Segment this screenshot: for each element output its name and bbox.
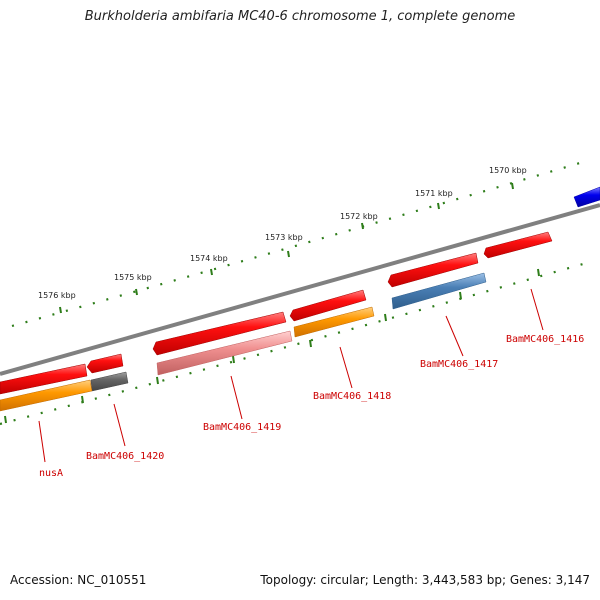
gene-block-blue[interactable] (573, 186, 600, 208)
scale-label: 1576 kbp (38, 291, 76, 300)
major-tick (309, 339, 312, 348)
scale-label: 1575 kbp (114, 273, 152, 282)
gene-bar-1420[interactable] (90, 371, 129, 392)
inner-scale-ring (0, 260, 591, 426)
major-tick (437, 202, 440, 210)
major-tick (135, 288, 138, 296)
major-tick (361, 222, 364, 230)
major-tick (511, 182, 514, 190)
major-tick (287, 250, 290, 258)
major-tick (210, 268, 213, 276)
cds-arrow-1420[interactable] (86, 353, 124, 374)
gene-label: nusA (39, 468, 63, 479)
major-tick (59, 306, 62, 314)
inner-major-ticks (4, 268, 540, 424)
scale-label: 1570 kbp (489, 166, 527, 175)
cds-arrow-1416[interactable] (483, 231, 553, 259)
genome-summary-text: Topology: circular; Length: 3,443,583 bp… (260, 573, 590, 587)
gene-label: BamMC406_1418 (313, 391, 391, 402)
gene-label: BamMC406_1420 (86, 451, 164, 462)
gene-bar-1418[interactable] (293, 306, 375, 338)
cds-arrow-nusa[interactable] (0, 363, 88, 395)
major-tick (232, 355, 235, 364)
major-tick (459, 291, 462, 300)
leader-line (38, 420, 46, 463)
scale-label: 1572 kbp (340, 212, 378, 221)
major-tick (537, 268, 540, 277)
scale-label: 1573 kbp (265, 233, 303, 242)
accession-text: Accession: NC_010551 (10, 573, 147, 587)
outer-major-ticks (59, 182, 514, 314)
outer-scale-ring (11, 158, 591, 328)
gene-label: BamMC406_1419 (203, 422, 281, 433)
cds-arrow-1419[interactable] (152, 311, 287, 356)
major-tick (81, 395, 84, 404)
leader-line (530, 288, 544, 331)
leader-line (445, 315, 464, 357)
cds-arrow-1418[interactable] (289, 289, 367, 322)
leader-line (339, 346, 353, 389)
scale-label: 1571 kbp (415, 189, 453, 198)
label-leaders (38, 288, 544, 463)
cds-arrow-1417[interactable] (387, 252, 479, 288)
page-title: Burkholderia ambifaria MC40-6 chromosome… (84, 9, 516, 24)
gene-bar-nusa[interactable] (0, 379, 93, 412)
gene-label: BamMC406_1416 (506, 334, 584, 345)
scale-label: 1574 kbp (190, 254, 228, 263)
genome-backbone (0, 203, 600, 376)
gene-bar-1417[interactable] (391, 272, 487, 310)
leader-line (230, 375, 243, 420)
leader-line (113, 403, 126, 447)
major-tick (156, 376, 159, 385)
major-tick (4, 415, 7, 424)
gene-label: BamMC406_1417 (420, 359, 498, 370)
gene-bar-1419[interactable] (156, 330, 293, 376)
major-tick (384, 313, 387, 322)
